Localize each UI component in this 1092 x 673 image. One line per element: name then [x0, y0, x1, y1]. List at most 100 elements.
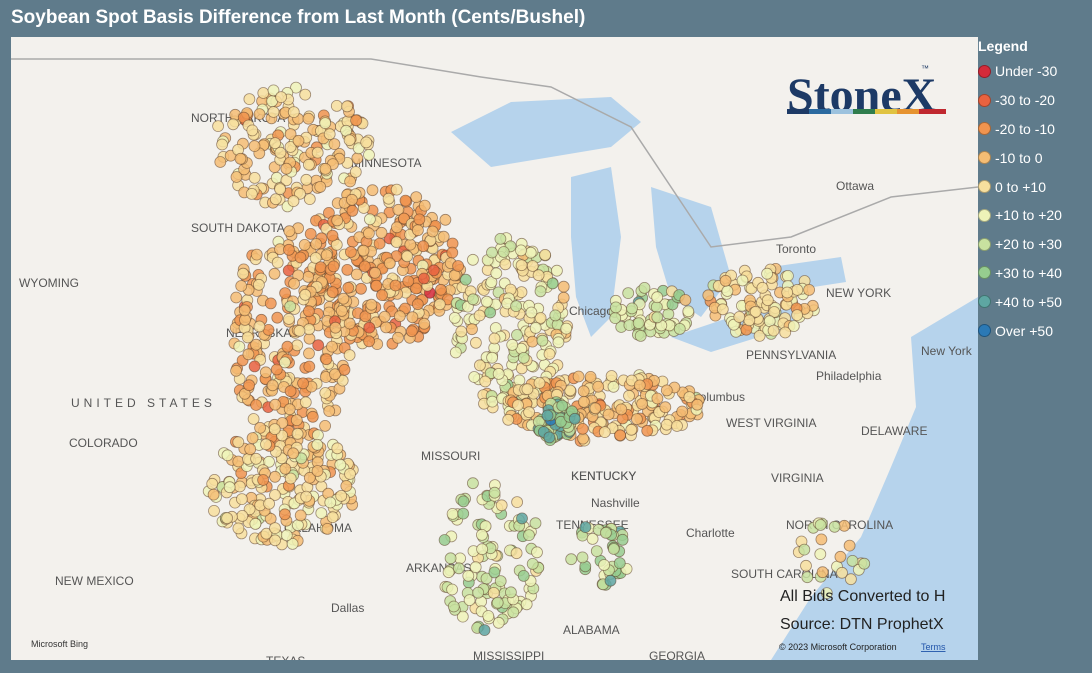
bid-location: [814, 519, 827, 531]
map-label: New York: [921, 344, 973, 358]
logo-bar: [787, 109, 946, 114]
bid-location: [459, 273, 472, 286]
bid-location: [568, 412, 581, 425]
bid-location: [512, 399, 524, 412]
bid-location: [249, 517, 262, 530]
bid-location: [302, 158, 315, 171]
bid-location: [330, 100, 343, 112]
bid-location: [486, 395, 499, 408]
bid-location: [497, 246, 510, 258]
bid-location: [437, 230, 450, 243]
logo: StoneX: [787, 69, 937, 122]
bid-location: [369, 266, 381, 279]
bid-location: [413, 213, 426, 226]
copyright: © 2023 Microsoft Corporation: [779, 642, 897, 652]
bid-location: [232, 436, 245, 449]
bid-location: [401, 250, 414, 263]
bid-location: [673, 322, 686, 335]
bid-location: [721, 285, 734, 297]
bid-location: [319, 387, 332, 399]
terms-link[interactable]: Terms: [921, 642, 946, 652]
map-label: MISSOURI: [421, 449, 480, 463]
bid-location: [335, 489, 348, 502]
map: NORTH DAKOTAMINNESOTASOUTH DAKOTAWYOMING…: [11, 37, 978, 660]
bid-location: [259, 366, 272, 379]
bid-location: [521, 383, 534, 396]
bid-location: [271, 256, 284, 269]
legend-title: Legend: [978, 38, 1028, 54]
bid-location: [331, 442, 344, 455]
bid-location: [329, 321, 342, 334]
bid-location: [282, 313, 295, 325]
bid-location: [344, 246, 357, 258]
bid-location: [344, 175, 357, 188]
legend-swatch: [978, 122, 991, 136]
bid-location: [233, 340, 246, 353]
bid-location: [526, 335, 539, 348]
bid-location: [357, 244, 370, 257]
bid-location: [473, 309, 486, 322]
bid-location: [605, 370, 618, 382]
bid-location: [359, 310, 372, 323]
bid-location: [410, 191, 423, 204]
bid-location: [650, 301, 663, 313]
bid-location: [246, 124, 259, 137]
bid-location: [283, 403, 296, 416]
bid-location: [557, 280, 570, 293]
bid-location: [343, 134, 356, 147]
bid-location: [507, 606, 520, 619]
bid-location: [294, 509, 307, 522]
bid-location: [499, 258, 512, 271]
bid-location: [238, 304, 251, 317]
bid-location: [486, 246, 498, 259]
bid-location: [250, 338, 263, 351]
bid-location: [549, 309, 562, 322]
bid-location: [411, 298, 424, 311]
bid-location: [457, 507, 470, 520]
map-label: Nashville: [591, 496, 640, 510]
bid-location: [310, 238, 323, 250]
bid-location: [417, 240, 430, 253]
bid-location: [600, 526, 612, 539]
bid-location: [444, 552, 457, 565]
bid-location: [446, 246, 459, 259]
bid-location: [363, 149, 375, 161]
bid-location: [327, 260, 340, 273]
bid-location: [446, 507, 459, 520]
bid-location: [791, 309, 803, 322]
legend-item: 0 to +10: [978, 172, 1092, 201]
bid-location: [417, 272, 430, 285]
bid-location: [284, 128, 297, 140]
bid-location: [392, 203, 405, 216]
bid-location: [543, 348, 556, 360]
bid-location: [532, 269, 545, 282]
bid-location: [287, 195, 300, 208]
bid-location: [671, 420, 683, 432]
bid-location: [476, 543, 489, 556]
bid-location: [302, 305, 315, 318]
bid-location: [510, 300, 523, 313]
bid-location: [340, 480, 353, 492]
bid-location: [334, 458, 347, 471]
bid-location: [363, 335, 376, 348]
ocean: [771, 297, 978, 660]
bid-location: [534, 312, 547, 324]
bid-location: [426, 225, 439, 238]
legend-label: Under -30: [995, 63, 1058, 80]
bid-location: [578, 395, 590, 408]
bid-location: [260, 438, 272, 451]
bid-location: [345, 193, 358, 206]
bid-location: [557, 291, 570, 304]
bid-location: [248, 171, 261, 184]
bid-location: [363, 321, 376, 334]
bid-location: [323, 128, 336, 141]
legend-swatch: [978, 64, 991, 78]
bid-location: [767, 324, 780, 337]
bid-location: [299, 396, 312, 409]
bid-location: [533, 377, 546, 389]
bid-location: [447, 600, 460, 613]
bid-location: [749, 305, 762, 318]
bid-location: [492, 367, 505, 380]
bid-location: [551, 264, 563, 277]
bid-location: [243, 379, 256, 392]
